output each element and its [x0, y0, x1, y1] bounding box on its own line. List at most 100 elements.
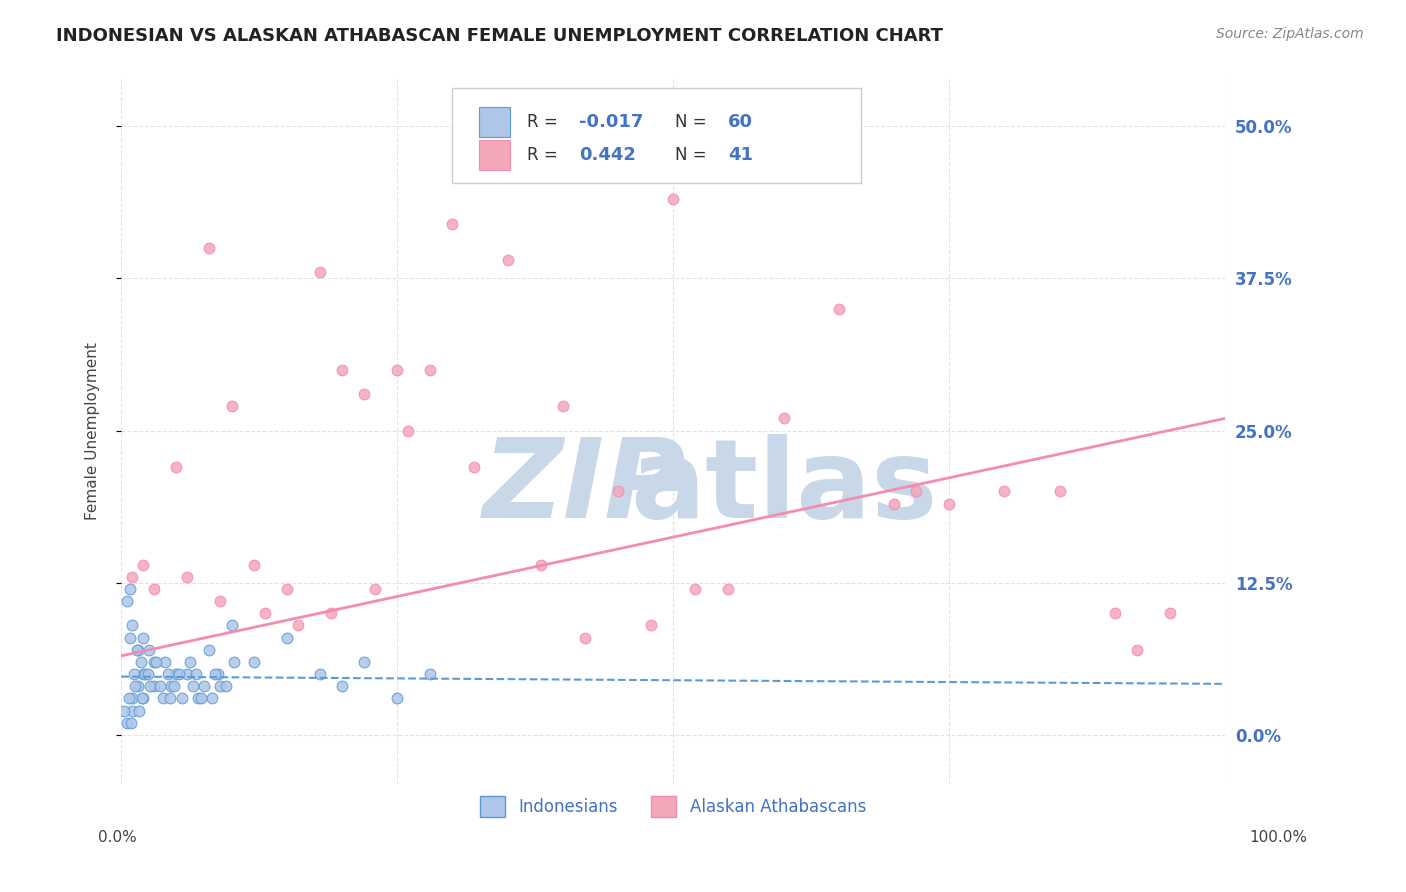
Point	[330, 679, 353, 693]
Point	[330, 362, 353, 376]
Point	[118, 691, 141, 706]
FancyBboxPatch shape	[479, 107, 510, 136]
Text: R =: R =	[527, 113, 564, 131]
FancyBboxPatch shape	[453, 88, 860, 184]
Point	[993, 484, 1015, 499]
Point	[441, 217, 464, 231]
Text: atlas: atlas	[630, 434, 938, 541]
Point	[1104, 606, 1126, 620]
Point	[308, 667, 330, 681]
Point	[118, 631, 141, 645]
Point	[145, 655, 167, 669]
FancyBboxPatch shape	[479, 140, 510, 170]
Text: N =: N =	[675, 146, 713, 164]
Point	[121, 570, 143, 584]
Point	[1159, 606, 1181, 620]
Point	[221, 618, 243, 632]
Point	[143, 582, 166, 596]
Point	[143, 679, 166, 693]
Point	[159, 691, 181, 706]
Point	[128, 704, 150, 718]
Point	[187, 691, 209, 706]
Point	[364, 582, 387, 596]
Text: N =: N =	[675, 113, 713, 131]
Point	[496, 253, 519, 268]
Point	[131, 691, 153, 706]
Point	[198, 241, 221, 255]
Text: 0.0%: 0.0%	[98, 830, 138, 845]
Point	[132, 691, 155, 706]
Point	[717, 582, 740, 596]
Point	[938, 497, 960, 511]
Point	[120, 715, 142, 730]
Text: 100.0%: 100.0%	[1250, 830, 1308, 845]
Point	[149, 679, 172, 693]
Point	[1126, 642, 1149, 657]
Point	[204, 667, 226, 681]
Point	[242, 655, 264, 669]
Point	[209, 594, 232, 608]
Point	[772, 411, 794, 425]
Point	[127, 642, 149, 657]
Point	[276, 631, 298, 645]
Point	[167, 667, 190, 681]
Point	[319, 606, 342, 620]
Point	[121, 691, 143, 706]
Point	[143, 655, 166, 669]
Point	[419, 362, 441, 376]
Point	[215, 679, 238, 693]
Point	[683, 582, 706, 596]
Point	[662, 192, 685, 206]
Point	[276, 582, 298, 596]
Point	[193, 679, 215, 693]
Text: Source: ZipAtlas.com: Source: ZipAtlas.com	[1216, 27, 1364, 41]
Point	[190, 691, 212, 706]
Point	[125, 642, 148, 657]
Point	[124, 679, 146, 693]
Point	[138, 642, 160, 657]
Point	[1049, 484, 1071, 499]
Point	[385, 362, 408, 376]
Point	[606, 484, 628, 499]
Point	[574, 631, 596, 645]
Point	[121, 618, 143, 632]
Point	[170, 691, 193, 706]
Point	[132, 631, 155, 645]
Point	[221, 399, 243, 413]
Point	[463, 460, 485, 475]
Point	[904, 484, 927, 499]
Text: 60: 60	[728, 113, 754, 131]
Legend: Indonesians, Alaskan Athabascans: Indonesians, Alaskan Athabascans	[472, 788, 875, 825]
Point	[207, 667, 229, 681]
Point	[419, 667, 441, 681]
Point	[353, 387, 375, 401]
Point	[287, 618, 309, 632]
Point	[165, 460, 187, 475]
Point	[136, 667, 159, 681]
Point	[186, 667, 208, 681]
Point	[253, 606, 276, 620]
Point	[134, 667, 156, 681]
Point	[118, 582, 141, 596]
Point	[640, 618, 662, 632]
Point	[152, 691, 174, 706]
Point	[163, 679, 186, 693]
Point	[115, 594, 138, 608]
Point	[124, 667, 146, 681]
Point	[530, 558, 553, 572]
Point	[176, 570, 198, 584]
Point	[159, 679, 181, 693]
Point	[179, 655, 201, 669]
Point	[176, 667, 198, 681]
Point	[155, 655, 177, 669]
Text: 0.442: 0.442	[579, 146, 636, 164]
Point	[139, 679, 162, 693]
Point	[353, 655, 375, 669]
Y-axis label: Female Unemployment: Female Unemployment	[86, 342, 100, 519]
Text: -0.017: -0.017	[579, 113, 644, 131]
Point	[201, 691, 224, 706]
Point	[242, 558, 264, 572]
Text: INDONESIAN VS ALASKAN ATHABASCAN FEMALE UNEMPLOYMENT CORRELATION CHART: INDONESIAN VS ALASKAN ATHABASCAN FEMALE …	[56, 27, 943, 45]
Point	[132, 667, 155, 681]
Point	[114, 704, 136, 718]
